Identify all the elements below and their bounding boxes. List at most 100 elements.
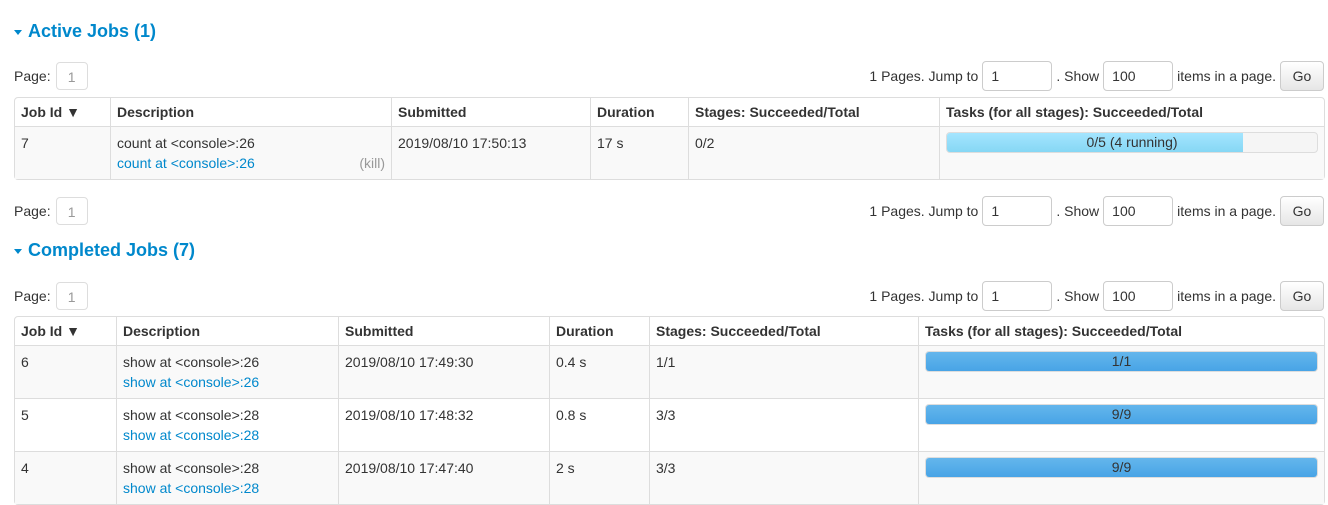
column-header-tasks[interactable]: Tasks (for all stages): Succeeded/Total [918,317,1324,346]
jump-to-page-input[interactable] [982,61,1053,91]
show-text: . Show [1056,288,1100,304]
submitted-time: 2019/08/10 17:48:32 [338,398,549,451]
page-label: Page: [14,68,51,84]
job-row: 6 show at <console>:26 show at <console>:2… [15,346,1324,398]
job-row: 5 show at <console>:28 show at <console>:2… [15,398,1324,451]
jump-to-page-input[interactable] [982,196,1053,226]
description-text: show at <console>:28 [123,407,260,423]
page-size-input[interactable] [1103,196,1174,226]
job-description: show at <console>:28 show at <console>:28 [116,398,338,451]
completed-jobs-toggle[interactable]: Completed Jobs (7) [14,240,195,261]
pages-text: 1 Pages. Jump to [869,203,979,219]
page-size-input[interactable] [1103,61,1174,91]
column-header-submitted[interactable]: Submitted [391,98,590,127]
stages-count: 3/3 [649,398,918,451]
job-row: 4 show at <console>:28 show at <console>:2… [15,451,1324,504]
column-header-tasks[interactable]: Tasks (for all stages): Succeeded/Total [939,98,1324,127]
caret-down-icon [14,30,22,35]
page-number-button[interactable]: 1 [55,282,88,310]
column-header-description[interactable]: Description [116,317,338,346]
tasks-progress-bar: 9/9 [925,457,1318,478]
description-text: show at <console>:28 [123,460,260,476]
job-description: show at <console>:28 show at <console>:28 [116,451,338,504]
job-duration: 2 s [549,451,649,504]
page-controls: 1 Pages. Jump to . Show items in a page.Go [869,61,1324,91]
description-link-line: show at <console>:28 [123,425,332,445]
tasks-progress-label: 9/9 [1111,406,1132,422]
tasks-progress-label: 9/9 [1111,459,1132,475]
active-jobs-toggle[interactable]: Active Jobs (1) [14,21,156,42]
submitted-time: 2019/08/10 17:50:13 [391,127,590,179]
job-id: 4 [15,451,116,504]
items-text: items in a page. [1177,288,1276,304]
description-text: show at <console>:26 [123,354,260,370]
progress-succeeded-fill [926,352,1317,371]
page-label: Page: [14,203,51,219]
description-link-line: show at <console>:28 [123,478,332,498]
submitted-time: 2019/08/10 17:47:40 [338,451,549,504]
items-text: items in a page. [1177,68,1276,84]
progress-succeeded-fill [926,458,1317,477]
job-detail-link[interactable]: count at <console>:26 [117,155,255,171]
pages-text: 1 Pages. Jump to [869,288,979,304]
column-header-duration[interactable]: Duration [590,98,688,127]
job-duration: 0.8 s [549,398,649,451]
description-link-line: (kill) count at <console>:26 [117,153,385,173]
tasks-progress-bar: 1/1 [925,351,1318,372]
go-button[interactable]: Go [1280,281,1324,311]
caret-down-icon [14,249,22,254]
column-header-duration[interactable]: Duration [549,317,649,346]
go-button[interactable]: Go [1280,61,1324,91]
column-header-stages[interactable]: Stages: Succeeded/Total [688,98,939,127]
progress-succeeded-fill [926,405,1317,424]
column-header-submitted[interactable]: Submitted [338,317,549,346]
active-jobs-pager-bottom: Page:1 1 Pages. Jump to . Show items in a p… [14,196,1324,226]
completed-jobs-table: Job Id ▼ Description Submitted Duration Stag… [14,316,1325,505]
job-detail-link[interactable]: show at <console>:26 [123,374,260,390]
description-link-line: show at <console>:26 [123,372,332,392]
tasks-progress-bar: 0/5 (4 running) [946,132,1318,153]
pages-text: 1 Pages. Jump to [869,68,979,84]
page-controls: 1 Pages. Jump to . Show items in a page.Go [869,281,1324,311]
tasks-progress-label: 1/1 [1111,353,1132,369]
job-row: 7 count at <console>:26 (kill) count at <co… [15,127,1324,179]
page-number-button[interactable]: 1 [55,62,88,90]
job-detail-link[interactable]: show at <console>:28 [123,480,260,496]
page-number-button[interactable]: 1 [55,197,88,225]
go-button[interactable]: Go [1280,196,1324,226]
column-header-stages[interactable]: Stages: Succeeded/Total [649,317,918,346]
stages-count: 0/2 [688,127,939,179]
job-id: 5 [15,398,116,451]
show-text: . Show [1056,203,1100,219]
completed-jobs-pager-top: Page:1 1 Pages. Jump to . Show items in a p… [14,281,1324,311]
stages-count: 1/1 [649,346,918,398]
tasks-progress-label: 0/5 (4 running) [1086,134,1178,150]
description-text: count at <console>:26 [117,135,255,151]
tasks-cell: 0/5 (4 running) [939,127,1324,179]
job-detail-link[interactable]: show at <console>:28 [123,427,260,443]
page-controls: 1 Pages. Jump to . Show items in a page.Go [869,196,1324,226]
tasks-progress-bar: 9/9 [925,404,1318,425]
job-duration: 17 s [590,127,688,179]
column-header-job-id[interactable]: Job Id ▼ [15,317,116,346]
submitted-time: 2019/08/10 17:49:30 [338,346,549,398]
items-text: items in a page. [1177,203,1276,219]
job-duration: 0.4 s [549,346,649,398]
column-header-job-id[interactable]: Job Id ▼ [15,98,110,127]
stages-count: 3/3 [649,451,918,504]
tasks-cell: 9/9 [918,398,1324,451]
page-size-input[interactable] [1103,281,1174,311]
jump-to-page-input[interactable] [982,281,1053,311]
job-description: count at <console>:26 (kill) count at <con… [110,127,391,179]
tasks-cell: 1/1 [918,346,1324,398]
kill-link[interactable]: (kill) [359,155,385,171]
job-id: 6 [15,346,116,398]
show-text: . Show [1056,68,1100,84]
active-jobs-title: Active Jobs (1) [28,21,157,41]
tasks-cell: 9/9 [918,451,1324,504]
completed-jobs-title: Completed Jobs (7) [28,240,196,260]
progress-running-fill [947,133,1243,152]
column-header-description[interactable]: Description [110,98,391,127]
active-jobs-pager-top: Page:1 1 Pages. Jump to . Show items in a p… [14,61,1324,91]
page-label: Page: [14,288,51,304]
